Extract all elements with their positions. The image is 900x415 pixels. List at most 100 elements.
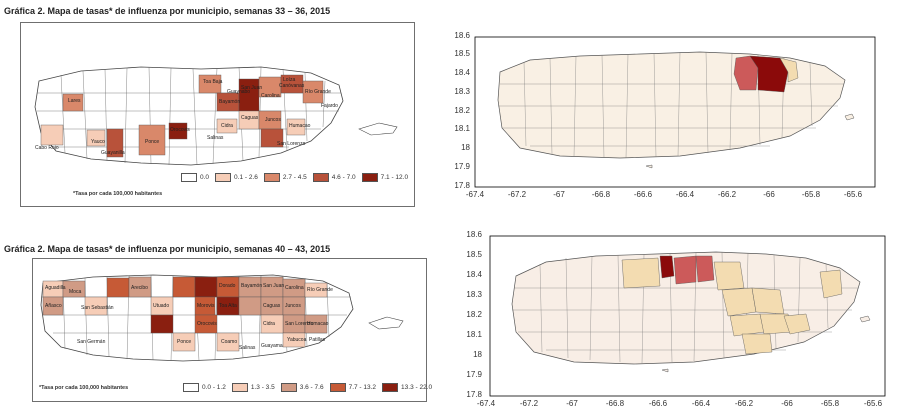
top-xtick: -67 <box>553 190 565 199</box>
muni-coamo <box>216 332 240 352</box>
bottom-report-map <box>40 274 404 362</box>
label-san-sebastian: San Sebastián <box>81 305 114 311</box>
muni-anasco <box>42 296 64 316</box>
bottom-vieques <box>368 316 404 330</box>
top-legend-item: 0.1 - 2.6 <box>215 173 258 182</box>
legend-swatch <box>263 173 280 182</box>
top-plot-highlights <box>733 55 799 93</box>
bottom-xtick: -67 <box>566 399 578 408</box>
top-map-title: Gráfica 2. Mapa de tasas* de influenza p… <box>4 6 331 16</box>
label-orocovis: Orocovis <box>170 127 190 133</box>
bottom-xtick: -66.6 <box>648 399 668 408</box>
top-legend-item: 7.1 - 12.0 <box>361 173 408 182</box>
bottom-plot-muni-medium-b <box>695 255 715 283</box>
muni-toa-baja <box>198 74 222 94</box>
label-guayama: Guayama <box>261 343 283 349</box>
label-yabucoa: Yabucoa <box>287 337 307 343</box>
bottom-xtick: -66.8 <box>605 399 625 408</box>
bottom-ytick: 17.8 <box>466 390 482 399</box>
top-plot-muni-lines <box>498 51 844 159</box>
label-canovanas: Canóvanas <box>279 83 305 89</box>
muni-ponce <box>138 124 166 156</box>
bottom-xtick: -66.4 <box>691 399 711 408</box>
muni-cidra-b <box>260 314 284 334</box>
legend-swatch <box>382 383 399 392</box>
top-ytick: 18.6 <box>454 31 470 40</box>
legend-swatch <box>329 383 346 392</box>
legend-swatch <box>361 173 378 182</box>
label-ponce: Ponce <box>145 139 160 145</box>
bottom-plot-svg <box>489 235 886 397</box>
label-loiza: Loíza <box>283 77 296 83</box>
bottom-legend-item: 1.3 - 3.5 <box>231 383 275 392</box>
muni-cabo-rojo <box>40 124 64 146</box>
label-rio-grande: Río Grande <box>305 89 331 95</box>
top-plot-svg <box>474 36 876 188</box>
top-muni-borders <box>37 66 341 166</box>
bottom-report-map-panel: Aguadilla Moca Añasco San Sebastián Arec… <box>32 258 432 402</box>
bottom-plot-muni-low-i <box>819 269 843 299</box>
label-humacao-b: Humacao <box>307 321 329 327</box>
top-xtick: -67.4 <box>465 190 485 199</box>
label-carolina-b: Carolina <box>285 285 304 291</box>
bottom-plot-muni-low-b <box>713 261 745 291</box>
label-cidra-b: Cidra <box>263 321 275 327</box>
top-xtick: -65.6 <box>843 190 863 199</box>
bottom-plot-muni-high <box>659 255 675 279</box>
bottom-plot-muni-low-g <box>783 313 811 335</box>
bottom-ytick: 18.2 <box>466 310 482 319</box>
bottom-plot-map: 18.6 18.5 18.4 18.3 18.2 18.1 18 17.9 17… <box>440 228 900 415</box>
top-ytick: 17.8 <box>454 181 470 190</box>
bottom-legend-item: 3.6 - 7.6 <box>280 383 324 392</box>
label-carolina: Carolina <box>261 93 280 99</box>
label-guaynabo: Guaynabo <box>227 89 251 95</box>
top-legend-item: 2.7 - 4.5 <box>263 173 307 182</box>
label-juncos: Juncos <box>265 117 281 123</box>
label-san-german: San Germán <box>77 339 106 345</box>
legend-swatch <box>183 383 199 392</box>
legend-swatch <box>312 173 329 182</box>
top-vieques <box>358 122 398 136</box>
label-bayamon-b: Bayamón <box>241 283 263 289</box>
muni-rio-grande-b <box>304 282 328 298</box>
top-plot-map: 18.6 18.5 18.4 18.3 18.2 18.1 18 17.9 17… <box>440 28 900 218</box>
muni-lares <box>62 93 84 112</box>
label-patillas: Patillas <box>309 337 326 343</box>
bottom-plot-island <box>511 251 861 365</box>
label-ponce-b: Ponce <box>177 339 192 345</box>
bottom-xtick: -67.4 <box>476 399 496 408</box>
bottom-ytick: 18.3 <box>466 290 482 299</box>
bottom-plot-islets <box>661 315 871 373</box>
top-ytick: 18.1 <box>454 124 470 133</box>
label-lares: Lares <box>68 98 81 104</box>
bottom-ytick: 18.5 <box>466 250 482 259</box>
top-legend: 0.0 0.1 - 2.6 2.7 - 4.5 4.6 - 7.0 7.1 - … <box>181 173 408 182</box>
label-orocovis-b: Orocovis <box>197 321 217 327</box>
top-xtick: -66.8 <box>591 190 611 199</box>
bottom-legend-item: 13.3 - 22.0 <box>382 383 432 392</box>
bottom-plot-muni-low-a <box>621 257 661 289</box>
muni-rio-grande <box>302 80 324 104</box>
label-san-juan: San Juan <box>241 85 263 91</box>
bottom-ytick: 18.4 <box>466 270 482 279</box>
label-dorado: Dorado <box>219 283 236 289</box>
top-ytick: 18 <box>461 143 470 152</box>
muni-yabucoa <box>282 332 306 348</box>
top-footnote: *Tasa por cada 100,000 habitantes <box>73 191 163 197</box>
label-caguas: Caguas <box>241 115 259 121</box>
muni-yauco <box>86 129 106 147</box>
label-moca: Moca <box>69 289 82 295</box>
bottom-plot-muni-low-d <box>751 287 785 315</box>
muni-guayanilla <box>106 128 124 158</box>
bottom-footnote: *Tasa por cada 100,000 habitantes <box>39 385 129 391</box>
label-juncos-b: Juncos <box>285 303 301 309</box>
muni-san-sebastian <box>84 296 108 316</box>
muni-manati <box>172 276 196 298</box>
label-san-juan-b: San Juan <box>263 283 285 289</box>
label-salinas: Salinas <box>207 135 224 141</box>
bottom-colored-munis <box>42 276 328 352</box>
bottom-ytick: 17.9 <box>466 370 482 379</box>
muni-vega-baja <box>194 276 218 298</box>
label-rio-grande-b: Río Grande <box>307 287 333 293</box>
bottom-legend-item: 7.7 - 13.2 <box>329 383 376 392</box>
